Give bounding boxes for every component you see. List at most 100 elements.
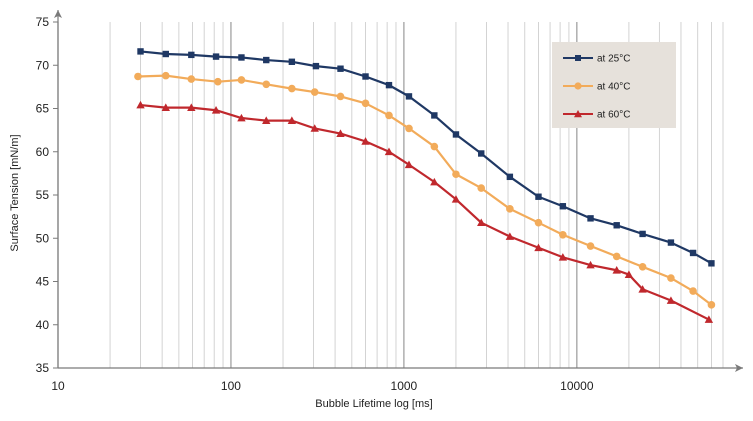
x-axis-title: Bubble Lifetime log [ms]: [315, 398, 432, 410]
data-point: [638, 285, 647, 293]
data-point: [478, 150, 485, 157]
data-point: [288, 58, 296, 65]
data-point: [707, 301, 716, 309]
data-point: [361, 99, 370, 108]
y-axis-arrow: [54, 10, 62, 18]
data-point: [666, 296, 676, 304]
x-tick-label: 10000: [560, 379, 594, 393]
data-point: [535, 193, 542, 200]
data-point: [136, 100, 145, 109]
data-point: [667, 239, 675, 246]
data-point: [137, 48, 144, 55]
data-series: [134, 48, 716, 323]
data-point: [336, 92, 345, 101]
data-point: [477, 218, 486, 227]
data-point: [336, 129, 345, 137]
series-3: [136, 100, 714, 323]
series-1: [137, 48, 715, 267]
data-point: [452, 170, 460, 179]
y-tick-label: 55: [36, 188, 50, 202]
data-point: [451, 195, 461, 203]
data-point: [384, 147, 394, 156]
data-point: [638, 262, 647, 271]
data-point: [310, 124, 319, 132]
data-point: [310, 88, 319, 96]
data-point: [312, 62, 320, 70]
data-point: [237, 76, 246, 84]
data-point: [214, 77, 222, 86]
data-point: [188, 51, 195, 59]
data-point: [704, 315, 714, 323]
legend: at 25°C at 40°C at 60°C: [552, 42, 676, 128]
y-axis-title: Surface Tension [mN/m]: [9, 134, 21, 251]
data-point: [586, 260, 595, 269]
data-point: [405, 124, 413, 133]
data-point: [575, 55, 581, 61]
data-point: [212, 53, 220, 60]
y-tick-label: 45: [36, 275, 50, 289]
data-point: [362, 73, 369, 80]
data-point: [161, 103, 170, 111]
x-tick-label: 100: [221, 379, 241, 393]
data-point: [288, 84, 296, 93]
data-point: [211, 106, 221, 114]
series-line: [140, 50, 712, 265]
data-point: [385, 81, 393, 89]
x-axis-arrow: [735, 364, 743, 372]
data-point: [534, 218, 543, 227]
data-point: [574, 110, 582, 118]
data-point: [287, 116, 297, 124]
axes: 35 40 45 50 55 60 65 70 75 10 100 1000 10000: [36, 10, 743, 393]
x-tick-label: 10: [51, 379, 65, 393]
series-line: [140, 103, 710, 321]
y-tick-label: 70: [36, 58, 50, 72]
data-point: [361, 137, 370, 145]
data-point: [161, 71, 170, 80]
data-point: [134, 72, 142, 81]
y-tick-label: 40: [36, 318, 50, 332]
data-point: [587, 215, 594, 222]
y-tick-label: 65: [36, 102, 50, 116]
data-point: [612, 252, 621, 261]
data-point: [262, 116, 271, 124]
data-point: [558, 253, 568, 261]
data-point: [534, 243, 543, 252]
data-point: [238, 54, 245, 61]
data-point: [187, 103, 196, 111]
data-point: [187, 75, 196, 83]
data-point: [506, 173, 514, 181]
x-tick-label: 1000: [391, 379, 418, 393]
legend-label: at 40°C: [597, 82, 630, 93]
data-point: [506, 205, 514, 213]
data-point: [708, 260, 715, 267]
data-point: [162, 50, 169, 58]
data-point: [612, 266, 621, 274]
data-point: [689, 249, 697, 257]
data-point: [574, 82, 582, 90]
data-point: [559, 203, 567, 210]
y-tick-label: 60: [36, 145, 50, 159]
data-point: [262, 80, 271, 89]
data-point: [477, 184, 486, 192]
data-point: [452, 131, 460, 138]
data-point: [613, 222, 620, 229]
data-point: [505, 232, 515, 240]
data-point: [431, 112, 438, 119]
data-point: [624, 270, 634, 278]
data-point: [263, 56, 270, 64]
legend-label: at 25°C: [597, 54, 630, 65]
data-point: [237, 113, 246, 122]
y-tick-label: 75: [36, 15, 50, 29]
series-line: [137, 74, 713, 306]
data-point: [430, 142, 439, 151]
data-point: [337, 65, 344, 72]
data-point: [689, 287, 697, 295]
series-2: [134, 71, 716, 309]
data-point: [430, 177, 439, 186]
y-tick-label: 35: [36, 361, 50, 375]
y-tick-label: 50: [36, 231, 50, 245]
data-point: [559, 230, 567, 239]
data-point: [385, 111, 393, 120]
data-point: [586, 242, 595, 250]
